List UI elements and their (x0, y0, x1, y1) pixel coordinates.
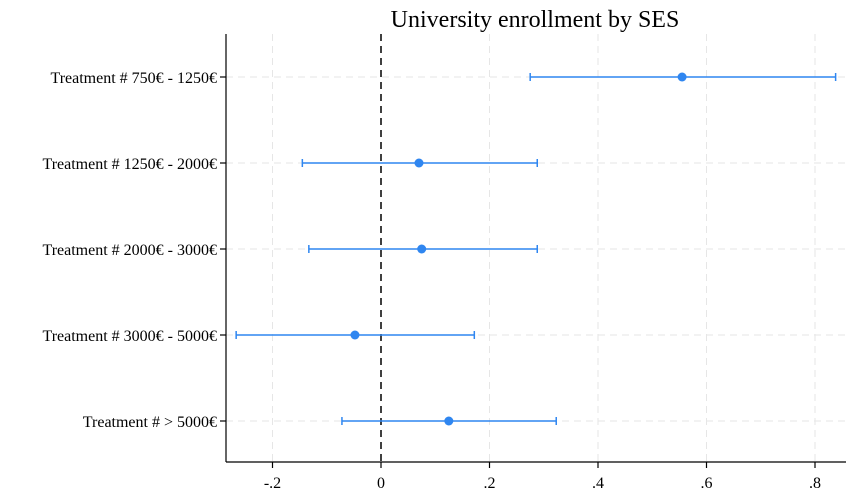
y-tick-label: Treatment # 1250€ - 2000€ (42, 156, 217, 173)
x-tick-label: 0 (377, 475, 385, 492)
y-tick-label: Treatment # 3000€ - 5000€ (42, 328, 217, 345)
x-tick-label: .8 (809, 475, 821, 492)
y-tick-label: Treatment # > 5000€ (83, 414, 217, 431)
y-tick-label: Treatment # 2000€ - 3000€ (42, 242, 217, 259)
x-tick-label: -.2 (264, 475, 281, 492)
series-points (235, 72, 837, 426)
axes (220, 34, 846, 468)
point-estimate (350, 330, 360, 340)
y-tick-label: Treatment # 750€ - 1250€ (50, 70, 217, 87)
gridlines (226, 34, 846, 462)
point-estimate (677, 72, 687, 82)
x-tick-label: .2 (484, 475, 496, 492)
point-estimate (414, 158, 424, 168)
x-tick-label: .6 (701, 475, 713, 492)
point-estimate (444, 416, 454, 426)
chart-title: University enrollment by SES (391, 7, 680, 33)
point-estimate (417, 244, 427, 254)
tick-labels: -.2 0 .2 .4 .6 .8 Treatment # 750€ - 1250€ Trea… (42, 70, 821, 492)
x-tick-label: .4 (592, 475, 604, 492)
